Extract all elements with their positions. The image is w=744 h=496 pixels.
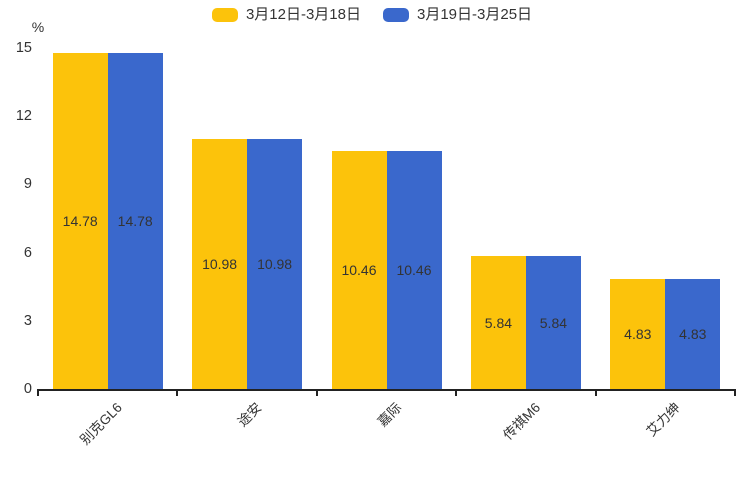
y-tick-label: 6 xyxy=(23,244,32,261)
x-axis-line xyxy=(38,389,735,391)
x-axis-tick xyxy=(594,389,597,396)
x-axis-label-别克GL6: 别克GL6 xyxy=(77,399,126,448)
legend-label: 3月12日-3月18日 xyxy=(245,6,361,23)
legend-swatch-yellow xyxy=(211,8,238,22)
x-axis-tick xyxy=(734,389,736,396)
x-axis-label-传祺M6: 传祺M6 xyxy=(500,399,544,443)
bar-value-label: 10.98 xyxy=(202,256,238,273)
bar-value-label: 5.84 xyxy=(539,314,568,331)
chart-legend: 3月12日-3月18日 3月19日-3月25日 xyxy=(0,6,744,24)
bar-series-1-嘉际: 10.46 xyxy=(331,151,387,389)
bar-series-2-艾力绅: 4.83 xyxy=(665,279,721,389)
bar-value-label: 5.84 xyxy=(484,314,513,331)
y-tick-label: 0 xyxy=(23,381,32,397)
x-axis-tick xyxy=(315,389,318,396)
bar-value-label: 10.98 xyxy=(257,256,293,273)
bar-series-2-别克GL6: 14.78 xyxy=(107,53,163,389)
legend-label: 3月19日-3月25日 xyxy=(417,6,533,23)
x-axis-label-途安: 途安 xyxy=(234,399,265,430)
bar-series-1-别克GL6: 14.78 xyxy=(52,53,108,389)
x-axis-label-艾力绅: 艾力绅 xyxy=(643,399,683,440)
y-tick-label: 3 xyxy=(23,312,32,329)
y-axis-unit-label: % xyxy=(31,19,45,35)
legend-item-series-2[interactable]: 3月19日-3月25日 xyxy=(383,6,532,24)
bar-series-2-传祺M6: 5.84 xyxy=(525,256,581,389)
bar-series-1-艾力绅: 4.83 xyxy=(610,279,666,389)
x-axis-tick xyxy=(37,389,39,396)
bar-series-1-传祺M6: 5.84 xyxy=(470,256,526,389)
x-axis-label-嘉际: 嘉际 xyxy=(374,399,404,430)
bar-value-label: 10.46 xyxy=(396,262,432,279)
bar-value-label: 14.78 xyxy=(117,212,153,229)
bar-value-label: 4.83 xyxy=(624,326,652,343)
y-tick-label: 12 xyxy=(15,108,32,125)
bar-value-label: 4.83 xyxy=(679,326,707,343)
bar-value-label: 10.46 xyxy=(341,262,377,279)
x-axis-tick xyxy=(176,389,179,396)
bar-series-1-途安: 10.98 xyxy=(192,139,248,389)
bar-value-label: 14.78 xyxy=(62,212,98,229)
x-axis-tick xyxy=(455,389,458,396)
y-tick-label: 9 xyxy=(23,176,32,193)
bar-series-2-途安: 10.98 xyxy=(247,139,303,389)
legend-swatch-blue xyxy=(383,8,409,22)
y-tick-label: 15 xyxy=(15,40,32,56)
bar-series-2-嘉际: 10.46 xyxy=(386,151,442,389)
legend-item-series-1[interactable]: 3月12日-3月18日 xyxy=(211,6,361,24)
